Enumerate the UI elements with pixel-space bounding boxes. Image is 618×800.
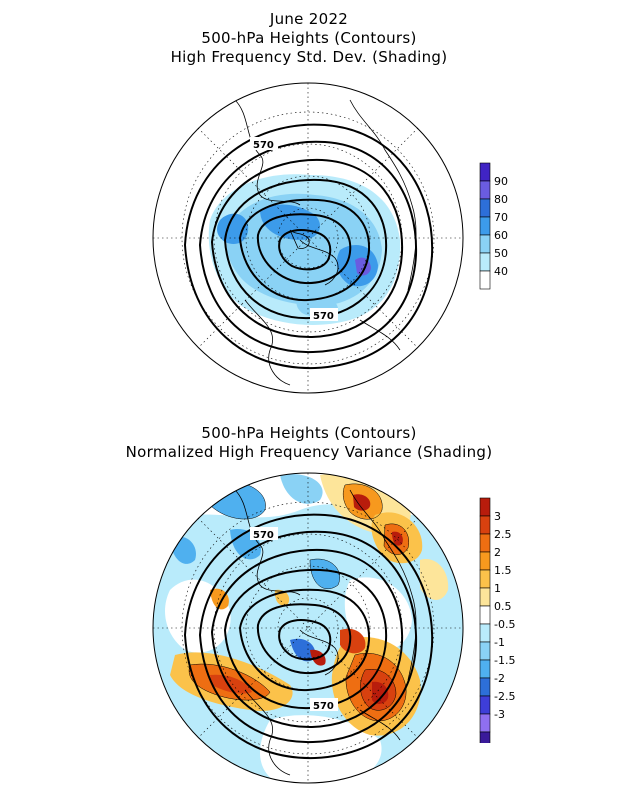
top-height-contours: [183, 123, 434, 370]
bottom-polar-map: 570 570: [152, 472, 464, 784]
bottom-panel-title: 500-hPa Heights (Contours) Normalized Hi…: [0, 424, 618, 462]
bottom-colorbar-swatch: [479, 713, 491, 733]
bottom-legend-label: -3: [494, 708, 505, 721]
top-map-outline: [152, 82, 464, 394]
bottom-colorbar-swatch: [479, 731, 491, 743]
bottom-legend-label: 3: [494, 510, 501, 523]
top-polar-map: 570 570: [152, 82, 464, 394]
bottom-legend-label: -0.5: [494, 618, 515, 631]
bottom-colorbar-swatch: [479, 497, 491, 517]
top-colorbar-swatch: [479, 162, 491, 182]
bottom-height-contours: [183, 513, 434, 760]
bottom-contour-label-bg-1: [250, 527, 278, 540]
top-legend-label: 70: [494, 211, 508, 224]
top-colorbar-swatch: [479, 216, 491, 236]
top-colorbar: 90 80 70 60 50 40: [479, 162, 508, 290]
bottom-colorbar-swatch: [479, 659, 491, 679]
top-colorbar-swatch: [479, 234, 491, 254]
bottom-colorbar-swatches: [479, 497, 491, 743]
bottom-legend-label: -1: [494, 636, 505, 649]
bottom-title-line-2: Normalized High Frequency Variance (Shad…: [125, 443, 493, 461]
top-coastlines: [234, 99, 417, 386]
top-title-line-3: High Frequency Std. Dev. (Shading): [170, 48, 448, 66]
bottom-colorbar-swatch: [479, 533, 491, 553]
top-colorbar-swatch: [479, 198, 491, 218]
bottom-colorbar-swatch: [479, 641, 491, 661]
top-contour-label-1: 570: [253, 140, 274, 151]
top-latlon-grid: [153, 83, 463, 393]
bottom-colorbar-swatch: [479, 695, 491, 715]
bottom-colorbar-swatch: [479, 623, 491, 643]
top-colorbar-swatch: [479, 180, 491, 200]
top-colorbar-swatch: [479, 270, 491, 290]
bottom-colorbar-swatch: [479, 569, 491, 589]
bottom-colorbar-swatch: [479, 515, 491, 535]
bottom-legend-label: 2.5: [494, 528, 512, 541]
bottom-colorbar-labels: 3 2.5 2 1.5 1 0.5 -0.5 -1 -1.5 -2 -2.5 -…: [494, 510, 515, 721]
bottom-colorbar: 3 2.5 2 1.5 1 0.5 -0.5 -1 -1.5 -2 -2.5 -…: [479, 497, 515, 743]
bottom-colorbar-swatch: [479, 551, 491, 571]
top-contour-label-bg-2: [310, 308, 338, 321]
top-colorbar-swatch: [479, 252, 491, 272]
top-std-dev-shading: [208, 174, 401, 325]
bottom-colorbar-swatch: [479, 587, 491, 607]
bottom-title-line-1: 500-hPa Heights (Contours): [201, 424, 417, 442]
bottom-legend-label: 1: [494, 582, 501, 595]
bottom-legend-label: -2.5: [494, 690, 515, 703]
top-title-line-1: June 2022: [269, 10, 349, 28]
bottom-legend-label: -2: [494, 672, 505, 685]
bottom-colorbar-swatch: [479, 605, 491, 625]
top-legend-label: 80: [494, 193, 508, 206]
bottom-map-outline: [152, 472, 464, 784]
top-legend-label: 40: [494, 265, 508, 278]
bottom-legend-label: 1.5: [494, 564, 512, 577]
bottom-coastlines: [234, 489, 417, 776]
bottom-latlon-grid: [153, 473, 463, 783]
top-contour-label-bg-1: [250, 137, 278, 150]
top-colorbar-labels: 90 80 70 60 50 40: [494, 175, 508, 278]
top-panel-title: June 2022 500-hPa Heights (Contours) Hig…: [0, 10, 618, 67]
bottom-colorbar-swatch: [479, 677, 491, 697]
bottom-legend-label: 2: [494, 546, 501, 559]
bottom-legend-label: -1.5: [494, 654, 515, 667]
top-legend-label: 60: [494, 229, 508, 242]
top-contour-label-2: 570: [313, 311, 334, 322]
top-legend-label: 50: [494, 247, 508, 260]
bottom-contour-label-2: 570: [313, 701, 334, 712]
bottom-legend-label: 0.5: [494, 600, 512, 613]
bottom-contour-label-bg-2: [310, 698, 338, 711]
top-colorbar-swatches: [479, 162, 491, 290]
top-title-line-2: 500-hPa Heights (Contours): [201, 29, 417, 47]
top-legend-label: 90: [494, 175, 508, 188]
bottom-contour-label-1: 570: [253, 530, 274, 541]
